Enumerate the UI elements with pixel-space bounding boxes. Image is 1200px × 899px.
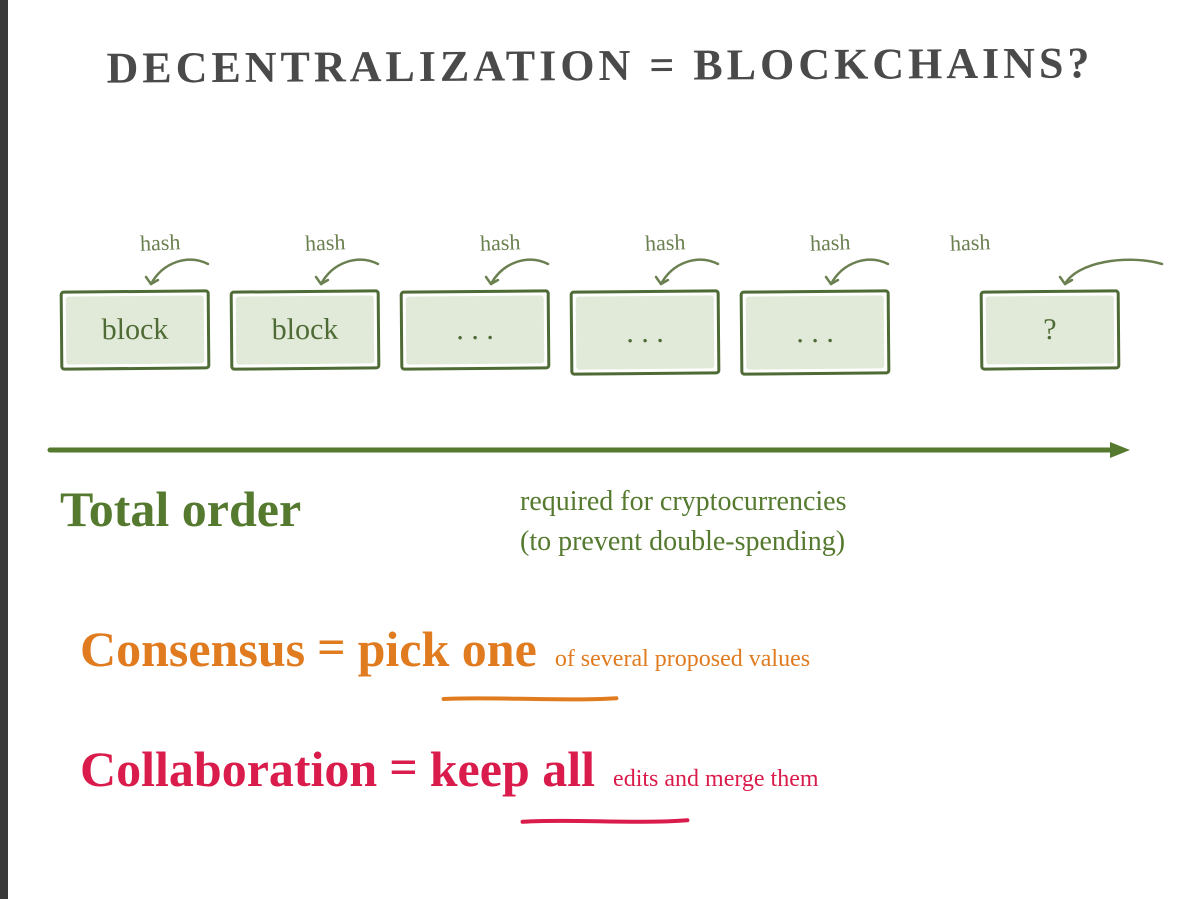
time-axis-arrow bbox=[50, 440, 1130, 460]
consensus-line: Consensus = pick one of several proposed… bbox=[80, 620, 810, 678]
block-label: ? bbox=[1043, 313, 1057, 347]
hash-link-arrow bbox=[653, 258, 723, 293]
block-label: block bbox=[272, 313, 339, 348]
hash-link-label: hash bbox=[645, 229, 686, 256]
block-box: . . . bbox=[740, 289, 891, 375]
hash-link-arrow bbox=[313, 258, 383, 293]
consensus-rest: of several proposed values bbox=[555, 646, 810, 672]
total-order-note-2: (to prevent double-spending) bbox=[520, 526, 845, 558]
total-order-label: Total order bbox=[60, 480, 301, 538]
block-label: . . . bbox=[456, 313, 494, 347]
collaboration-rest: edits and merge them bbox=[613, 766, 819, 792]
equals-sign: = bbox=[389, 738, 418, 796]
collaboration-line: Collaboration = keep all edits and merge… bbox=[80, 740, 819, 798]
block-label: . . . bbox=[626, 315, 664, 349]
consensus-emphasis: pick one bbox=[358, 621, 537, 677]
slide-title: DECENTRALIZATION = BLOCKCHAINS? bbox=[0, 37, 1200, 94]
equals-sign: = bbox=[317, 618, 346, 676]
collaboration-term: Collaboration bbox=[80, 741, 377, 797]
hash-link-label: hash bbox=[480, 229, 521, 256]
hash-link-label: hash bbox=[950, 229, 991, 256]
block-box: block bbox=[60, 289, 211, 370]
block-label: block bbox=[102, 313, 169, 348]
blockchain-diagram: block hash block hash . . . hash . . . hash . . … bbox=[50, 230, 1150, 390]
hash-link-label: hash bbox=[140, 229, 181, 256]
hash-link-arrow bbox=[1057, 258, 1167, 293]
collaboration-underline bbox=[500, 812, 710, 820]
hash-link-label: hash bbox=[305, 229, 346, 256]
block-box: block bbox=[230, 289, 381, 370]
consensus-underline bbox=[420, 690, 640, 698]
block-box: ? bbox=[980, 289, 1121, 370]
block-box: . . . bbox=[570, 289, 721, 375]
block-box: . . . bbox=[400, 289, 551, 370]
block-label: . . . bbox=[796, 315, 834, 349]
left-margin-strip bbox=[0, 0, 8, 899]
hash-link-arrow bbox=[143, 258, 213, 293]
hash-link-arrow bbox=[823, 258, 893, 293]
hash-link-label: hash bbox=[810, 229, 851, 256]
collaboration-emphasis: keep all bbox=[430, 741, 595, 797]
total-order-note-1: required for cryptocurrencies bbox=[520, 486, 847, 518]
consensus-term: Consensus bbox=[80, 621, 305, 677]
hash-link-arrow bbox=[483, 258, 553, 293]
